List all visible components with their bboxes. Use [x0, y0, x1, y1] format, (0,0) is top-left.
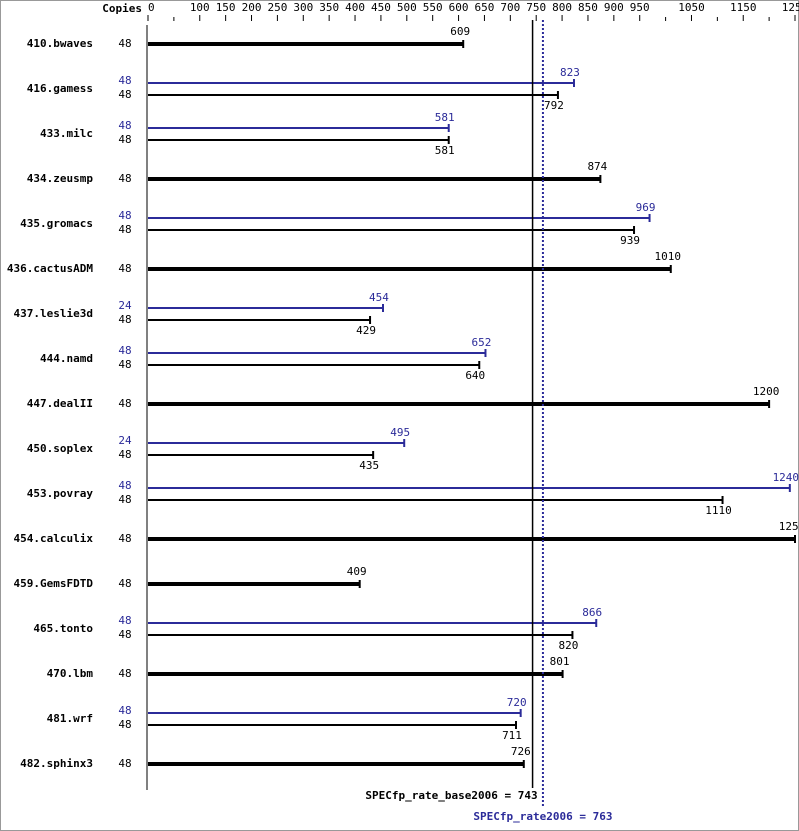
x-tick-label: 150	[216, 1, 236, 14]
peak-value-label: 581	[435, 111, 455, 124]
peak-value-label: 1240	[773, 471, 799, 484]
value-label: 801	[550, 655, 570, 668]
peak-copies: 48	[118, 614, 131, 627]
value-label: 1110	[705, 504, 732, 517]
copies: 48	[118, 172, 131, 185]
copies: 48	[118, 577, 131, 590]
peak-copies: 48	[118, 74, 131, 87]
peak-value-label: 652	[472, 336, 492, 349]
benchmark-name: 447.dealII	[27, 397, 93, 410]
x-tick-label: 100	[190, 1, 210, 14]
copies: 48	[118, 223, 131, 236]
benchmark-name: 437.leslie3d	[14, 307, 93, 320]
copies: 48	[118, 313, 131, 326]
x-tick-label: 1050	[678, 1, 705, 14]
peak-copies: 48	[118, 479, 131, 492]
x-tick-label: 700	[500, 1, 520, 14]
x-tick-label: 200	[242, 1, 262, 14]
value-label: 711	[502, 729, 522, 742]
copies: 48	[118, 88, 131, 101]
peak-copies: 48	[118, 704, 131, 717]
x-tick-label: 1150	[730, 1, 757, 14]
value-label: 640	[465, 369, 485, 382]
x-tick-label: 300	[293, 1, 313, 14]
benchmark-name: 435.gromacs	[20, 217, 93, 230]
peak-value-label: 969	[636, 201, 656, 214]
copies: 48	[118, 667, 131, 680]
value-label: 429	[356, 324, 376, 337]
benchmark-name: 444.namd	[40, 352, 93, 365]
x-tick-label: 650	[475, 1, 495, 14]
copies: 48	[118, 448, 131, 461]
benchmark-name: 465.tonto	[33, 622, 93, 635]
x-tick-label: 500	[397, 1, 417, 14]
benchmark-name: 482.sphinx3	[20, 757, 93, 770]
copies-header: Copies	[102, 2, 142, 15]
benchmark-name: 433.milc	[40, 127, 93, 140]
reference-label: SPECfp_rate2006 = 763	[473, 810, 612, 823]
copies: 48	[118, 532, 131, 545]
x-tick-label: 600	[449, 1, 469, 14]
peak-copies: 24	[118, 299, 132, 312]
copies: 48	[118, 397, 131, 410]
benchmark-name: 434.zeusmp	[27, 172, 94, 185]
copies: 48	[118, 358, 131, 371]
value-label: 792	[544, 99, 564, 112]
value-label: 874	[587, 160, 607, 173]
copies: 48	[118, 262, 131, 275]
x-tick-label: 250	[267, 1, 287, 14]
x-tick-label: 550	[423, 1, 443, 14]
peak-copies: 24	[118, 434, 132, 447]
peak-value-label: 823	[560, 66, 580, 79]
peak-value-label: 454	[369, 291, 389, 304]
copies: 48	[118, 718, 131, 731]
benchmark-name: 416.gamess	[27, 82, 93, 95]
benchmark-name: 470.lbm	[47, 667, 94, 680]
value-label: 435	[359, 459, 379, 472]
benchmark-name: 459.GemsFDTD	[14, 577, 94, 590]
copies: 48	[118, 493, 131, 506]
value-label: 581	[435, 144, 455, 157]
x-tick-label: 1250	[782, 1, 799, 14]
value-label: 1010	[655, 250, 682, 263]
copies: 48	[118, 628, 131, 641]
x-tick-label: 450	[371, 1, 391, 14]
value-label: 1200	[753, 385, 780, 398]
benchmark-name: 450.soplex	[27, 442, 94, 455]
peak-value-label: 720	[507, 696, 527, 709]
peak-copies: 48	[118, 209, 131, 222]
value-label: 1250	[779, 520, 799, 533]
value-label: 409	[347, 565, 367, 578]
value-label: 726	[511, 745, 531, 758]
value-label: 820	[558, 639, 578, 652]
reference-label: SPECfp_rate_base2006 = 743	[365, 789, 537, 802]
x-tick-label: 950	[630, 1, 650, 14]
peak-value-label: 866	[582, 606, 602, 619]
peak-copies: 48	[118, 119, 131, 132]
x-tick-label: 850	[578, 1, 598, 14]
peak-value-label: 495	[390, 426, 410, 439]
benchmark-name: 453.povray	[27, 487, 94, 500]
x-tick-label: 350	[319, 1, 339, 14]
peak-copies: 48	[118, 344, 131, 357]
benchmark-name: 436.cactusADM	[7, 262, 93, 275]
x-tick-label: 750	[526, 1, 546, 14]
x-tick-label: 0	[148, 1, 155, 14]
copies: 48	[118, 757, 131, 770]
copies: 48	[118, 37, 131, 50]
copies: 48	[118, 133, 131, 146]
benchmark-name: 410.bwaves	[27, 37, 93, 50]
benchmark-name: 454.calculix	[14, 532, 94, 545]
x-tick-label: 900	[604, 1, 624, 14]
x-tick-label: 400	[345, 1, 365, 14]
x-tick-label: 800	[552, 1, 572, 14]
value-label: 939	[620, 234, 640, 247]
value-label: 609	[450, 25, 470, 38]
benchmark-name: 481.wrf	[47, 712, 93, 725]
